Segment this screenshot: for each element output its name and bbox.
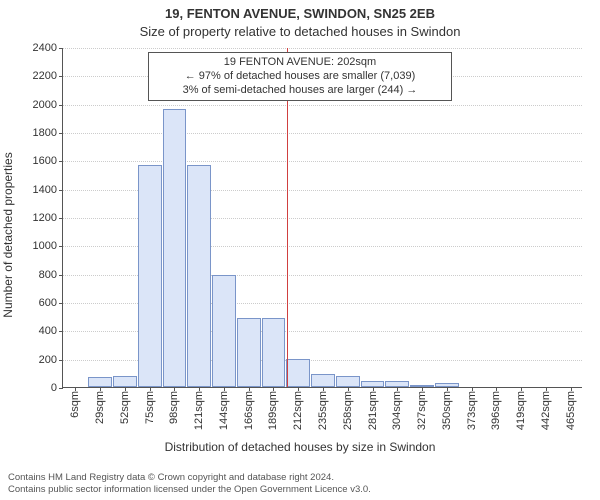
gridline <box>63 133 582 134</box>
x-tick-label: 121sqm <box>193 391 205 430</box>
gridline <box>63 105 582 106</box>
x-tick-label: 281sqm <box>367 391 379 430</box>
annotation-line: ← 97% of detached houses are smaller (7,… <box>155 70 445 84</box>
x-tick-label: 98sqm <box>168 391 180 424</box>
histogram-bar <box>237 318 261 387</box>
y-tick-label: 600 <box>39 297 63 309</box>
x-tick-label: 373sqm <box>466 391 478 430</box>
y-tick-label: 2200 <box>33 70 63 82</box>
histogram-bar <box>88 377 112 387</box>
histogram-bar <box>336 376 360 387</box>
histogram-bar <box>286 359 310 387</box>
x-tick-label: 327sqm <box>416 391 428 430</box>
x-tick-label: 29sqm <box>94 391 106 424</box>
annotation-line: 19 FENTON AVENUE: 202sqm <box>155 56 445 70</box>
y-tick-label: 1400 <box>33 184 63 196</box>
y-tick-label: 1600 <box>33 155 63 167</box>
title-line2: Size of property relative to detached ho… <box>0 24 600 39</box>
x-tick-label: 350sqm <box>441 391 453 430</box>
x-tick-label: 304sqm <box>391 391 403 430</box>
histogram-bar <box>163 109 187 387</box>
annotation-box: 19 FENTON AVENUE: 202sqm← 97% of detache… <box>148 52 452 101</box>
chart-plot-area: 0200400600800100012001400160018002000220… <box>62 48 582 388</box>
x-tick-label: 258sqm <box>342 391 354 430</box>
x-tick-label: 396sqm <box>490 391 502 430</box>
y-tick-label: 800 <box>39 269 63 281</box>
credit-text: Contains HM Land Registry data © Crown c… <box>8 472 592 496</box>
y-tick-label: 2000 <box>33 99 63 111</box>
histogram-bar <box>311 374 335 387</box>
y-tick-label: 1800 <box>33 127 63 139</box>
x-tick-label: 235sqm <box>317 391 329 430</box>
y-axis-label: Number of detached properties <box>1 152 15 317</box>
x-tick-label: 166sqm <box>243 391 255 430</box>
x-tick-label: 419sqm <box>515 391 527 430</box>
y-tick-label: 400 <box>39 325 63 337</box>
credit-line1: Contains HM Land Registry data © Crown c… <box>8 472 592 484</box>
x-tick-label: 52sqm <box>119 391 131 424</box>
x-tick-label: 144sqm <box>218 391 230 430</box>
histogram-bar <box>138 165 162 387</box>
x-tick-label: 465sqm <box>565 391 577 430</box>
histogram-bar <box>113 376 137 387</box>
histogram-bar <box>187 165 211 387</box>
title-line1: 19, FENTON AVENUE, SWINDON, SN25 2EB <box>0 6 600 21</box>
x-tick-label: 75sqm <box>144 391 156 424</box>
y-tick-label: 1200 <box>33 212 63 224</box>
gridline <box>63 48 582 49</box>
histogram-bar <box>262 318 286 387</box>
gridline <box>63 161 582 162</box>
y-tick-label: 200 <box>39 354 63 366</box>
y-tick-label: 0 <box>51 382 63 394</box>
x-tick-label: 189sqm <box>267 391 279 430</box>
x-tick-label: 6sqm <box>69 391 81 418</box>
y-tick-label: 2400 <box>33 42 63 54</box>
credit-line2: Contains public sector information licen… <box>8 484 592 496</box>
x-tick-label: 212sqm <box>292 391 304 430</box>
histogram-bar <box>212 275 236 387</box>
annotation-line: 3% of semi-detached houses are larger (2… <box>155 84 445 98</box>
x-axis-label: Distribution of detached houses by size … <box>0 440 600 454</box>
x-tick-label: 442sqm <box>540 391 552 430</box>
y-tick-label: 1000 <box>33 240 63 252</box>
